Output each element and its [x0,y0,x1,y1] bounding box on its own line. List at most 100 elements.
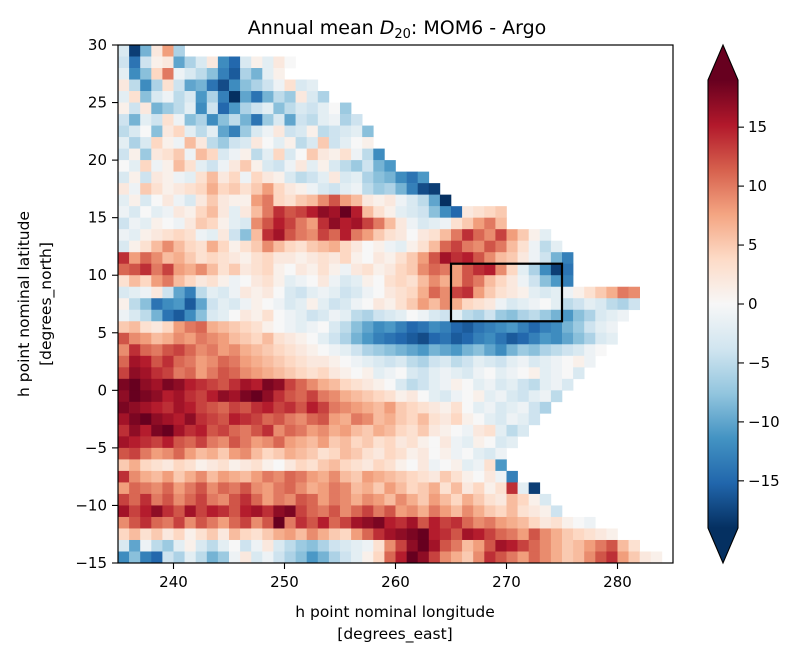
heatmap-cell [129,355,141,368]
heatmap-cell [206,125,219,138]
heatmap-cell [251,309,263,322]
heatmap-cell [229,378,241,391]
heatmap-cell [417,493,430,506]
heatmap-cell [317,482,330,495]
heatmap-cell [217,240,230,253]
heatmap-cell [173,114,185,126]
heatmap-cell [484,344,496,357]
heatmap-cell [384,528,396,541]
heatmap-cell [173,56,185,69]
heatmap-cell [195,194,208,207]
heatmap-cell [251,229,263,241]
heatmap-cell [295,263,307,276]
heatmap-cell [406,447,418,460]
heatmap-cell [439,321,452,334]
heatmap-cell [151,183,163,195]
heatmap-cell [406,551,418,563]
heatmap-cell [140,539,152,552]
heatmap-cell [406,378,418,391]
heatmap-cell [295,378,307,391]
heatmap-cell [506,378,518,391]
heatmap-cell [251,160,263,172]
heatmap-cell [528,401,541,414]
heatmap-cell [362,493,374,506]
heatmap-cell [129,344,141,357]
heatmap-cell [528,516,541,529]
heatmap-cell [118,551,130,563]
heatmap-cell [240,102,252,115]
heatmap-cell [195,355,208,368]
heatmap-cell [517,493,529,506]
heatmap-cell [295,114,307,126]
heatmap-cell [284,367,296,380]
heatmap-cell [340,206,352,218]
heatmap-cell [340,148,352,161]
heatmap-cell [539,493,552,506]
heatmap-cell [229,309,241,322]
heatmap-cell [217,344,230,357]
heatmap-cell [240,344,252,357]
heatmap-cell [317,217,330,230]
heatmap-cell [473,252,485,265]
heatmap-cell [306,298,319,311]
heatmap-cell [417,194,430,207]
heatmap-cell [495,528,507,541]
heatmap-cell [328,160,341,172]
heatmap-cell [351,447,363,460]
heatmap-cell [484,332,496,345]
heatmap-cell [284,332,296,345]
heatmap-cell [118,91,130,103]
heatmap-cell [395,252,407,265]
heatmap-cell [206,275,219,288]
heatmap-cell [484,493,496,506]
heatmap-cell [240,194,252,207]
heatmap-cell [262,252,274,265]
heatmap-cell [262,56,274,69]
heatmap-cell [562,367,574,380]
heatmap-cell [129,436,141,449]
heatmap-cell [273,355,285,368]
heatmap-cell [295,505,307,518]
heatmap-cell [162,148,174,161]
heatmap-cell [506,436,518,449]
heatmap-cell [118,470,130,483]
heatmap-cell [217,367,230,380]
heatmap-cell [295,206,307,218]
heatmap-cell [251,114,263,126]
heatmap-cell [129,229,141,241]
heatmap-cell [195,56,208,69]
heatmap-cell [406,206,418,218]
heatmap-cell [251,332,263,345]
heatmap-cell [251,528,263,541]
heatmap-cell [306,332,319,345]
heatmap-cell [473,217,485,230]
heatmap-cell [384,183,396,195]
heatmap-cell [262,528,274,541]
heatmap-cell [539,505,552,518]
heatmap-cell [428,539,441,552]
heatmap-cell [317,551,330,563]
heatmap-cell [240,79,252,92]
heatmap-cell [417,263,430,276]
heatmap-cell [195,171,208,184]
heatmap-cell [184,137,196,149]
heatmap-cell [306,528,319,541]
heatmap-cell [306,390,319,403]
heatmap-cell [184,539,196,552]
heatmap-cell [162,45,174,57]
heatmap-cell [451,482,463,495]
heatmap-cell [240,528,252,541]
heatmap-cell [273,413,285,426]
heatmap-cell [495,459,507,472]
heatmap-cell [273,505,285,518]
x-tick-label: 240 [159,573,188,591]
heatmap-cell [184,309,196,322]
heatmap-cell [262,160,274,172]
heatmap-cell [295,367,307,380]
heatmap-cell [395,551,407,563]
heatmap-cell [129,91,141,103]
heatmap-cell [451,413,463,426]
heatmap-cell [284,229,296,241]
heatmap-cell [206,171,219,184]
heatmap-cell [240,286,252,299]
